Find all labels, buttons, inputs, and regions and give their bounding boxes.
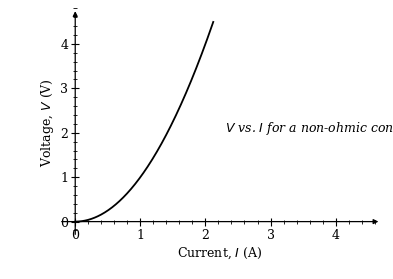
X-axis label: Current, $I$ (A): Current, $I$ (A)	[177, 246, 263, 261]
Y-axis label: Voltage, $V$ (V): Voltage, $V$ (V)	[39, 78, 56, 167]
Text: $V$ vs. $I$ for a non-ohmic conductor: $V$ vs. $I$ for a non-ohmic conductor	[225, 120, 393, 137]
